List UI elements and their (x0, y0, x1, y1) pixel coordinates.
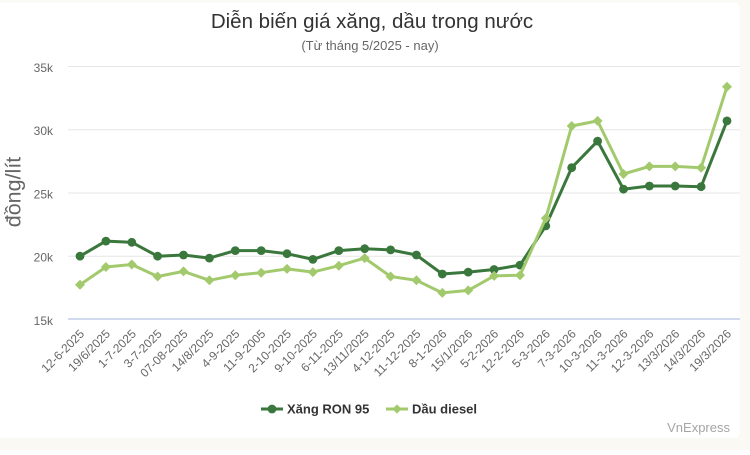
svg-text:35k: 35k (34, 61, 54, 75)
svg-text:đồng/lít: đồng/lít (2, 157, 26, 228)
svg-text:20k: 20k (34, 251, 54, 265)
svg-text:VnExpress: VnExpress (667, 420, 730, 435)
svg-text:(Từ tháng 5/2025 - nay): (Từ tháng 5/2025 - nay) (301, 38, 438, 53)
svg-text:25k: 25k (34, 187, 54, 201)
svg-text:30k: 30k (34, 124, 54, 138)
svg-text:Diễn biến giá xăng, dầu trong: Diễn biến giá xăng, dầu trong nước (211, 10, 533, 33)
svg-text:15k: 15k (34, 314, 54, 328)
svg-text:Dầu diesel: Dầu diesel (412, 402, 477, 417)
svg-text:Xăng RON 95: Xăng RON 95 (287, 402, 369, 417)
